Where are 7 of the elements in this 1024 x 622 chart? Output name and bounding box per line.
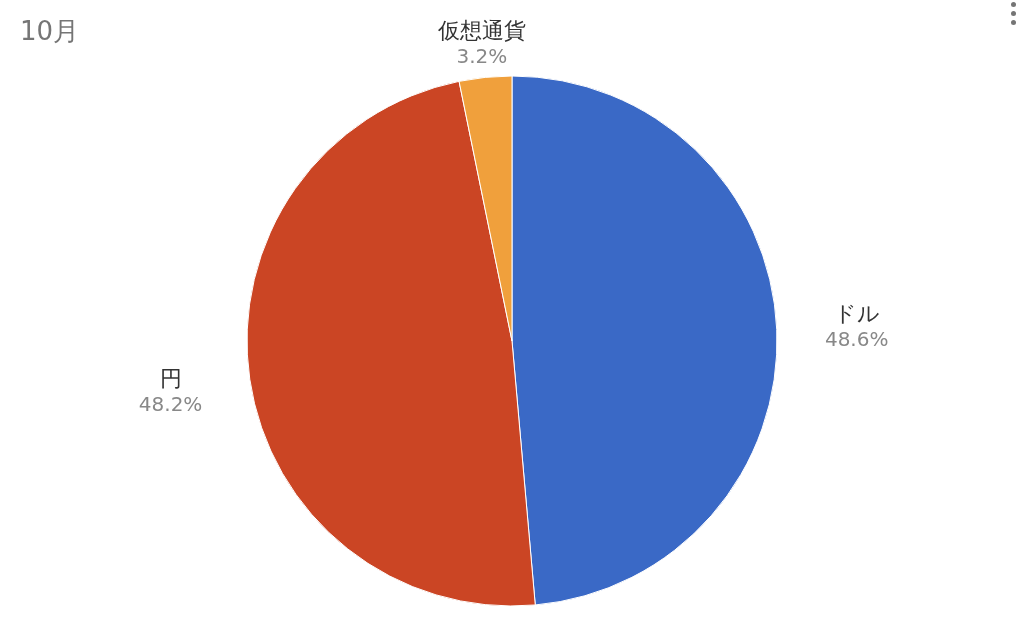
- slice-label: 仮想通貨: [436, 17, 526, 43]
- data-label: 48.6%: [824, 326, 889, 351]
- slice-label: ドル: [833, 300, 880, 326]
- data-label: 3.2%: [456, 43, 508, 68]
- data-label: 48.2%: [138, 391, 203, 416]
- chart-title: 10月: [20, 15, 80, 48]
- slice-label: 円: [159, 365, 182, 391]
